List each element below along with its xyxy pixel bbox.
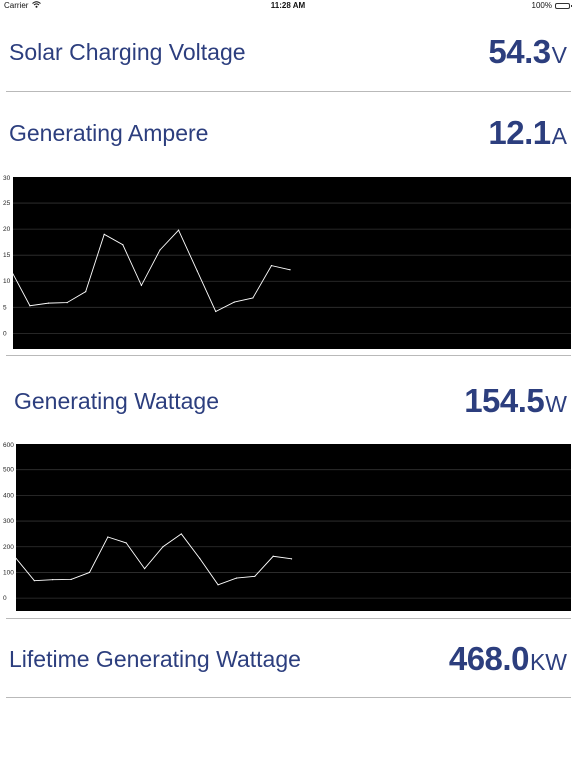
data-point (235, 577, 238, 579)
y-tick-label: 20 (3, 226, 11, 233)
y-tick-label: 15 (3, 252, 11, 259)
voltage-unit: V (551, 42, 567, 68)
status-right: 100% (531, 1, 572, 10)
data-point (254, 575, 256, 577)
y-tick-label: 0 (3, 330, 7, 337)
divider (6, 618, 571, 619)
data-point (47, 302, 50, 304)
status-bar: Carrier 11:28 AM 100% (0, 0, 576, 12)
data-point (10, 270, 12, 272)
data-point (140, 284, 142, 287)
data-point (125, 542, 127, 544)
data-point (270, 265, 273, 267)
data-point (177, 229, 180, 231)
voltage-row: Solar Charging Voltage 54.3 V (0, 28, 576, 92)
data-point (180, 533, 182, 535)
data-point (159, 249, 161, 251)
wattage-row: Generating Wattage 154.5 W (0, 376, 576, 426)
y-tick-label: 10 (3, 278, 11, 285)
data-point (289, 269, 291, 271)
ampere-label: Generating Ampere (9, 120, 209, 146)
lifetime-row: Lifetime Generating Wattage 468.0 KW (0, 634, 576, 684)
plot-background (13, 177, 571, 349)
status-left: Carrier (4, 1, 42, 10)
lifetime-label: Lifetime Generating Wattage (9, 646, 301, 672)
data-point (252, 297, 254, 299)
y-tick-label: 600 (3, 442, 14, 449)
data-point (272, 555, 274, 557)
battery-percent: 100% (531, 1, 552, 10)
data-point (290, 558, 293, 560)
series-line (10, 229, 291, 313)
voltage-value: 54.3 V (488, 33, 567, 71)
status-time: 11:28 AM (270, 1, 306, 10)
data-point (29, 305, 31, 307)
y-tick-label: 0 (3, 595, 7, 602)
voltage-number: 54.3 (488, 33, 551, 70)
lifetime-value: 468.0 KW (449, 640, 567, 678)
y-tick-label: 500 (3, 467, 14, 474)
wattage-label: Generating Wattage (14, 388, 219, 414)
data-point (196, 270, 198, 272)
divider (6, 697, 571, 698)
data-point (70, 578, 72, 580)
data-point (85, 291, 87, 293)
divider (6, 355, 571, 356)
y-tick-label: 30 (3, 175, 11, 182)
data-point (215, 310, 217, 313)
y-tick-label: 300 (3, 518, 14, 525)
data-point (233, 301, 235, 303)
ampere-number: 12.1 (488, 114, 551, 151)
wattage-value: 154.5 W (464, 382, 567, 420)
data-point (199, 557, 201, 559)
wifi-icon (32, 1, 42, 10)
voltage-label: Solar Charging Voltage (9, 39, 246, 65)
data-point (88, 571, 91, 574)
chart-svg: 0 5 10 15 20 25 30 (3, 175, 571, 349)
y-tick-label: 100 (3, 569, 14, 576)
data-point (33, 580, 35, 582)
wattage-unit: W (545, 391, 567, 417)
data-point (122, 244, 124, 246)
plot-background (16, 444, 571, 611)
chart-svg: 0 100 200 300 400 500 600 (3, 442, 571, 611)
data-point (143, 568, 146, 570)
data-point (162, 546, 164, 548)
ampere-unit: A (551, 123, 567, 149)
y-tick-label: 5 (3, 304, 7, 311)
y-tick-label: 200 (3, 544, 14, 551)
divider (6, 91, 571, 92)
data-point (103, 233, 105, 235)
ampere-chart: 0 5 10 15 20 25 30 (0, 172, 576, 350)
series-line (15, 533, 292, 586)
data-point (66, 302, 68, 304)
wattage-number: 154.5 (464, 382, 545, 419)
ampere-row: Generating Ampere 12.1 A (0, 108, 576, 158)
ampere-value: 12.1 A (488, 114, 567, 152)
lifetime-unit: KW (529, 649, 567, 675)
data-point (107, 536, 109, 538)
wattage-chart: 0 100 200 300 400 500 600 (0, 439, 576, 612)
data-point (15, 557, 17, 559)
y-tick-label: 25 (3, 200, 11, 207)
carrier-label: Carrier (4, 1, 29, 10)
battery-icon (555, 2, 572, 9)
data-point (217, 584, 219, 586)
data-point (52, 579, 54, 581)
y-tick-label: 400 (3, 492, 14, 499)
lifetime-number: 468.0 (448, 640, 530, 677)
